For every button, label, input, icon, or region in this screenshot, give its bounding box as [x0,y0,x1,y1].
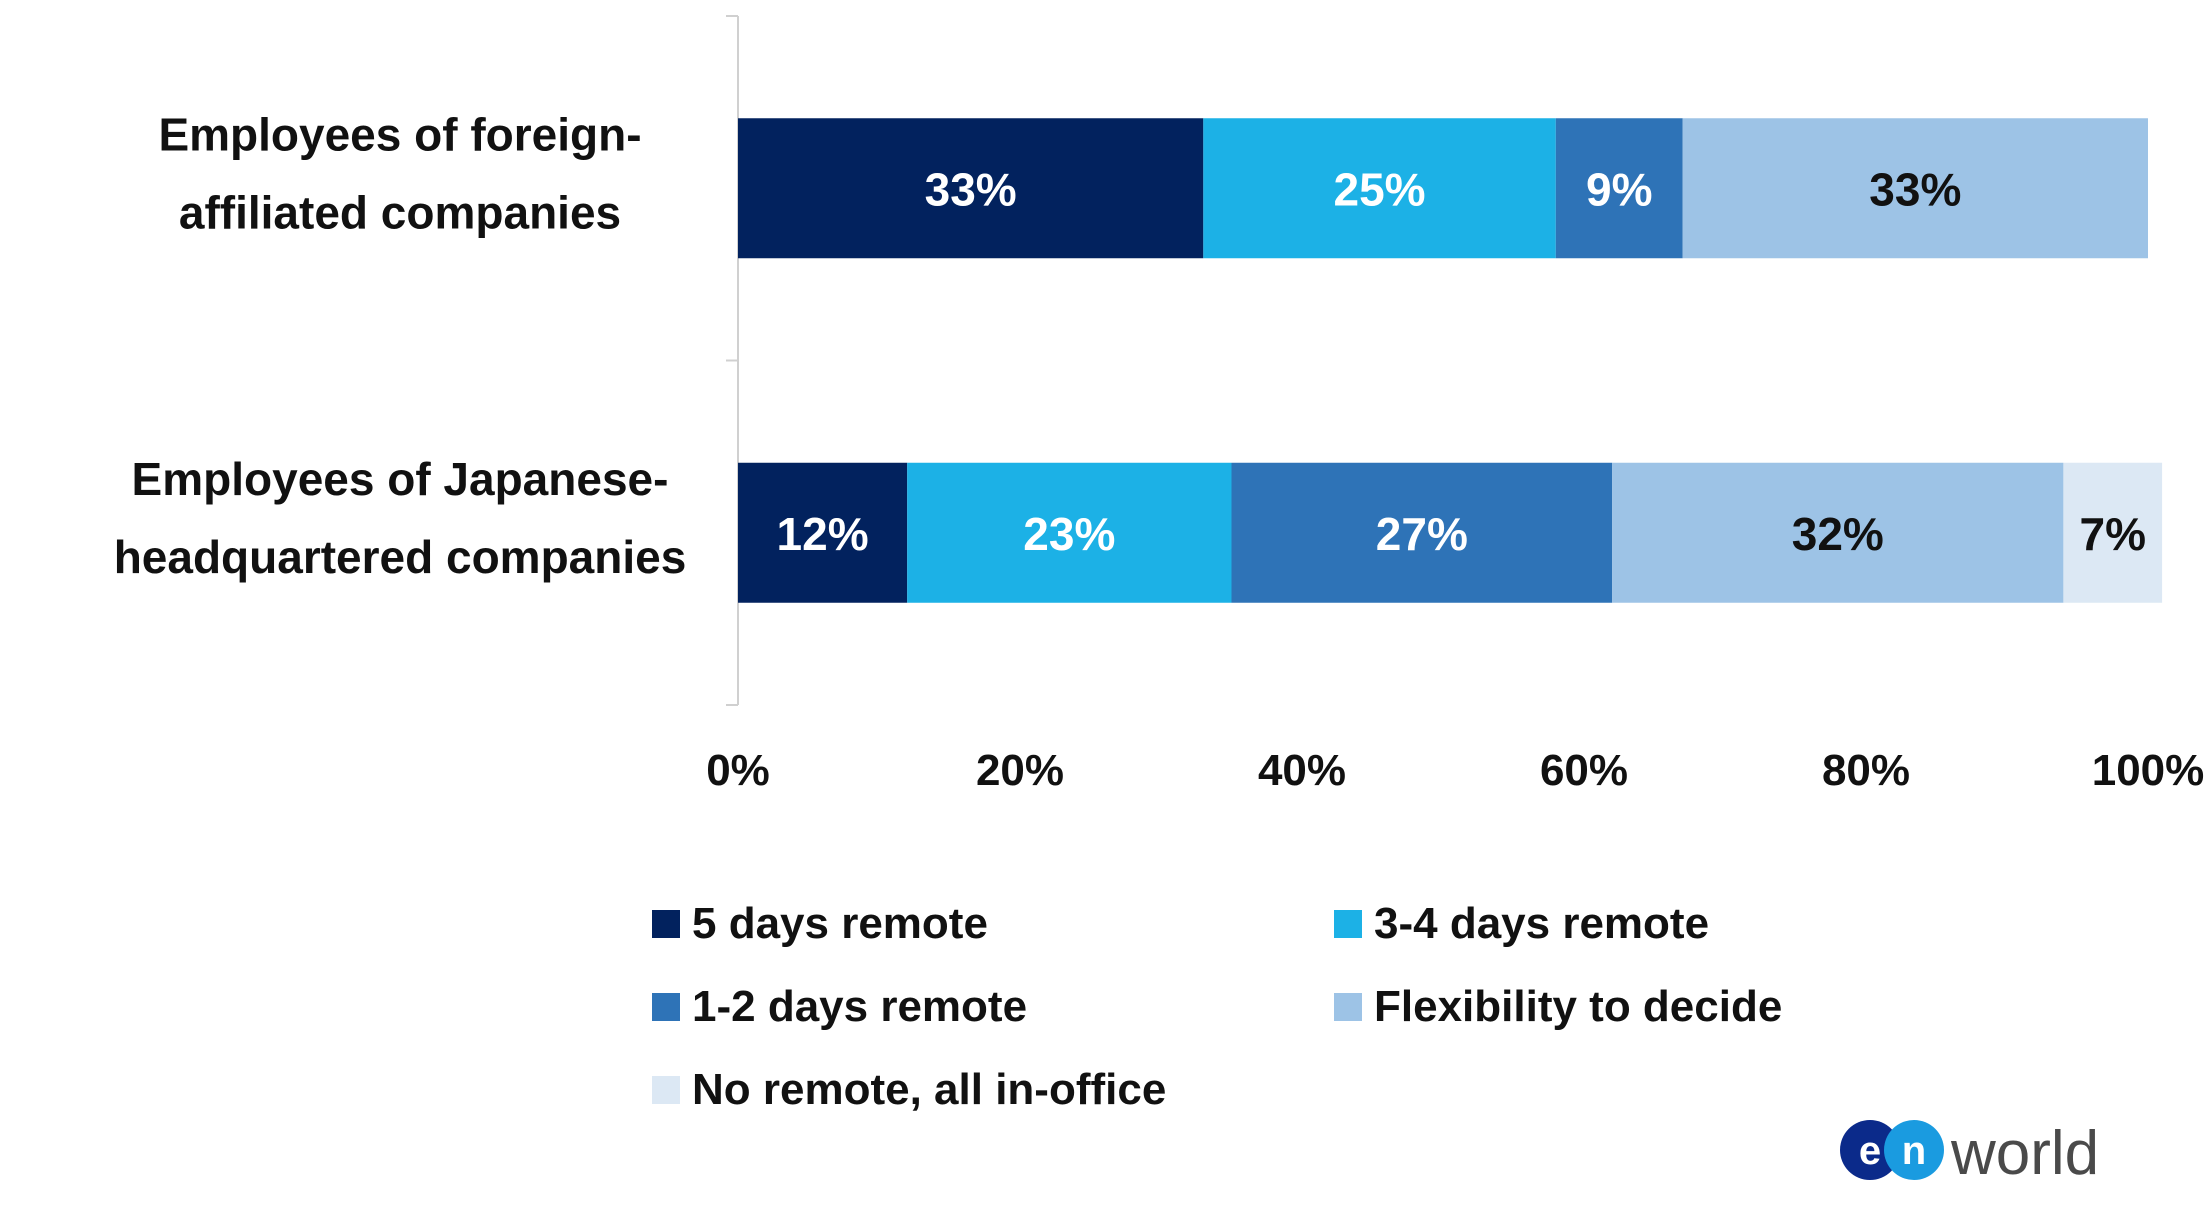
legend-label: 5 days remote [692,899,988,948]
logo-n-letter: n [1902,1129,1926,1173]
data-label: 32% [1792,508,1884,560]
logo-e-circle [1840,1120,1900,1180]
x-tick-label: 80% [1822,746,1910,795]
x-tick-label: 0% [706,746,770,795]
data-label: 27% [1376,508,1468,560]
legend-swatch [652,1076,680,1104]
category-label: Employees of Japanese- [132,453,669,505]
bar-segment [1682,118,2148,259]
enworld-logo: e n world [1840,1119,2099,1188]
bar-segment [1555,118,1683,259]
legend-label: Flexibility to decide [1374,982,1782,1031]
data-label: 9% [1586,163,1652,215]
legend-swatch [1334,993,1362,1021]
bar-segment [1612,462,2064,603]
legend-swatch [652,993,680,1021]
bar-segment [738,462,908,603]
data-label: 33% [1869,163,1961,215]
data-label: 25% [1334,163,1426,215]
logo-n-circle [1884,1120,1944,1180]
category-label: Employees of foreign- [158,108,641,160]
x-tick-label: 60% [1540,746,1628,795]
bar-segment [907,462,1232,603]
x-tick-label: 20% [976,746,1064,795]
category-label: affiliated companies [179,186,621,238]
data-label: 7% [2080,508,2146,560]
data-label: 23% [1023,508,1115,560]
legend-swatch [652,910,680,938]
x-tick-label: 100% [2092,746,2205,795]
bar-segment [1203,118,1556,259]
bar-segment [2063,462,2163,603]
x-tick-label: 40% [1258,746,1346,795]
legend-swatch [1334,910,1362,938]
bar-segment [738,118,1204,259]
legend-label: 1-2 days remote [692,982,1027,1031]
bar-segment [1231,462,1613,603]
data-label: 12% [777,508,869,560]
data-label: 33% [925,163,1017,215]
category-label: headquartered companies [114,531,687,583]
legend-label: 3-4 days remote [1374,899,1709,948]
legend-label: No remote, all in-office [692,1065,1166,1114]
logo-wordmark: world [1950,1119,2099,1188]
logo-e-letter: e [1859,1129,1881,1173]
